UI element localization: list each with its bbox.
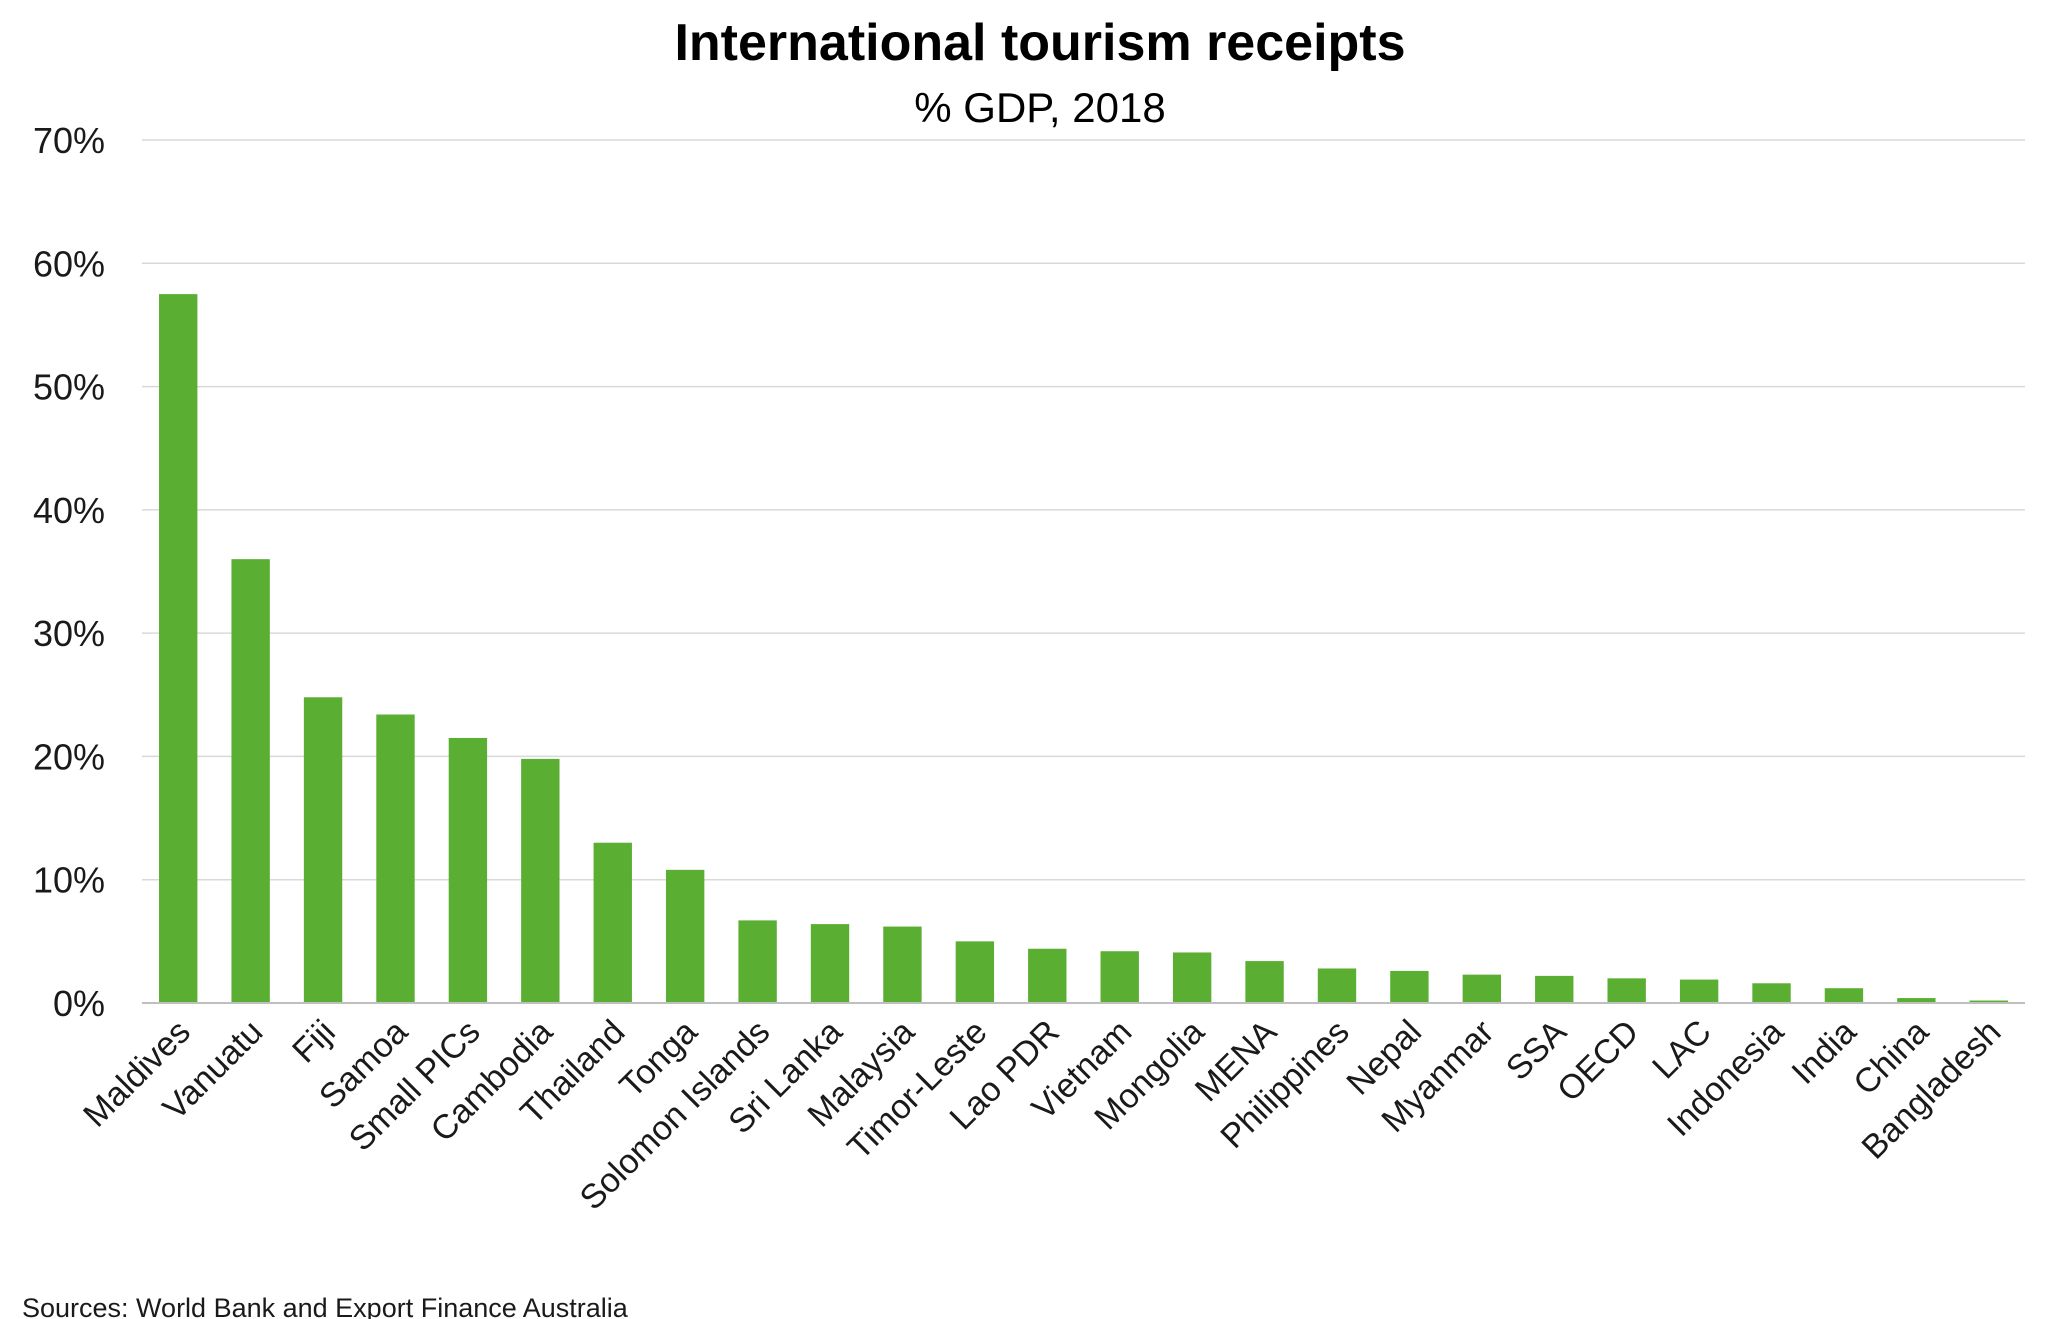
bar-malaysia	[883, 926, 922, 1003]
bar-fiji	[303, 697, 343, 1003]
bar-ssa	[1535, 975, 1574, 1003]
source-note: Sources: World Bank and Export Finance A…	[22, 1293, 629, 1319]
bar-india	[1824, 988, 1864, 1003]
bar-thailand	[593, 842, 632, 1003]
y-tick-label: 30%	[33, 613, 105, 654]
y-tick-label: 10%	[33, 860, 105, 901]
bar-sri-lanka	[810, 924, 850, 1003]
x-category-label: Fiji	[285, 1013, 343, 1071]
bar-mena	[1245, 961, 1284, 1003]
bar-philippines	[1317, 968, 1357, 1003]
y-axis-ticks: 0% 10% 20% 30% 40% 50% 60% 70%	[33, 120, 105, 1024]
y-tick-label: 70%	[33, 120, 105, 161]
bar-bangladesh	[1969, 1000, 2008, 1003]
bar-vietnam	[1100, 951, 1139, 1003]
bar-lac	[1679, 979, 1719, 1003]
chart-subtitle: % GDP, 2018	[914, 84, 1165, 131]
y-tick-label: 0%	[53, 983, 105, 1024]
gridlines	[142, 139, 2025, 881]
bar-timor-leste	[955, 941, 995, 1003]
bar-china	[1897, 998, 1936, 1003]
y-tick-label: 40%	[33, 490, 105, 531]
y-tick-label: 20%	[33, 736, 105, 777]
bar-solomon-islands	[738, 920, 777, 1003]
y-tick-label: 60%	[33, 243, 105, 284]
bar-samoa	[376, 714, 415, 1003]
bar-nepal	[1390, 970, 1429, 1003]
bar-oecd	[1607, 978, 1646, 1003]
bar-maldives	[159, 294, 198, 1003]
bar-myanmar	[1462, 974, 1502, 1003]
bars	[159, 294, 2008, 1003]
y-tick-label: 50%	[33, 367, 105, 408]
bar-mongolia	[1172, 952, 1212, 1003]
bar-indonesia	[1752, 983, 1791, 1003]
bar-vanuatu	[231, 559, 270, 1003]
bar-cambodia	[521, 758, 560, 1003]
bar-lao-pdr	[1028, 948, 1067, 1003]
bar-tonga	[665, 869, 705, 1003]
x-category-label: OECD	[1550, 1013, 1646, 1109]
chart-title: International tourism receipts	[674, 14, 1405, 72]
bar-small-pics	[448, 737, 488, 1003]
